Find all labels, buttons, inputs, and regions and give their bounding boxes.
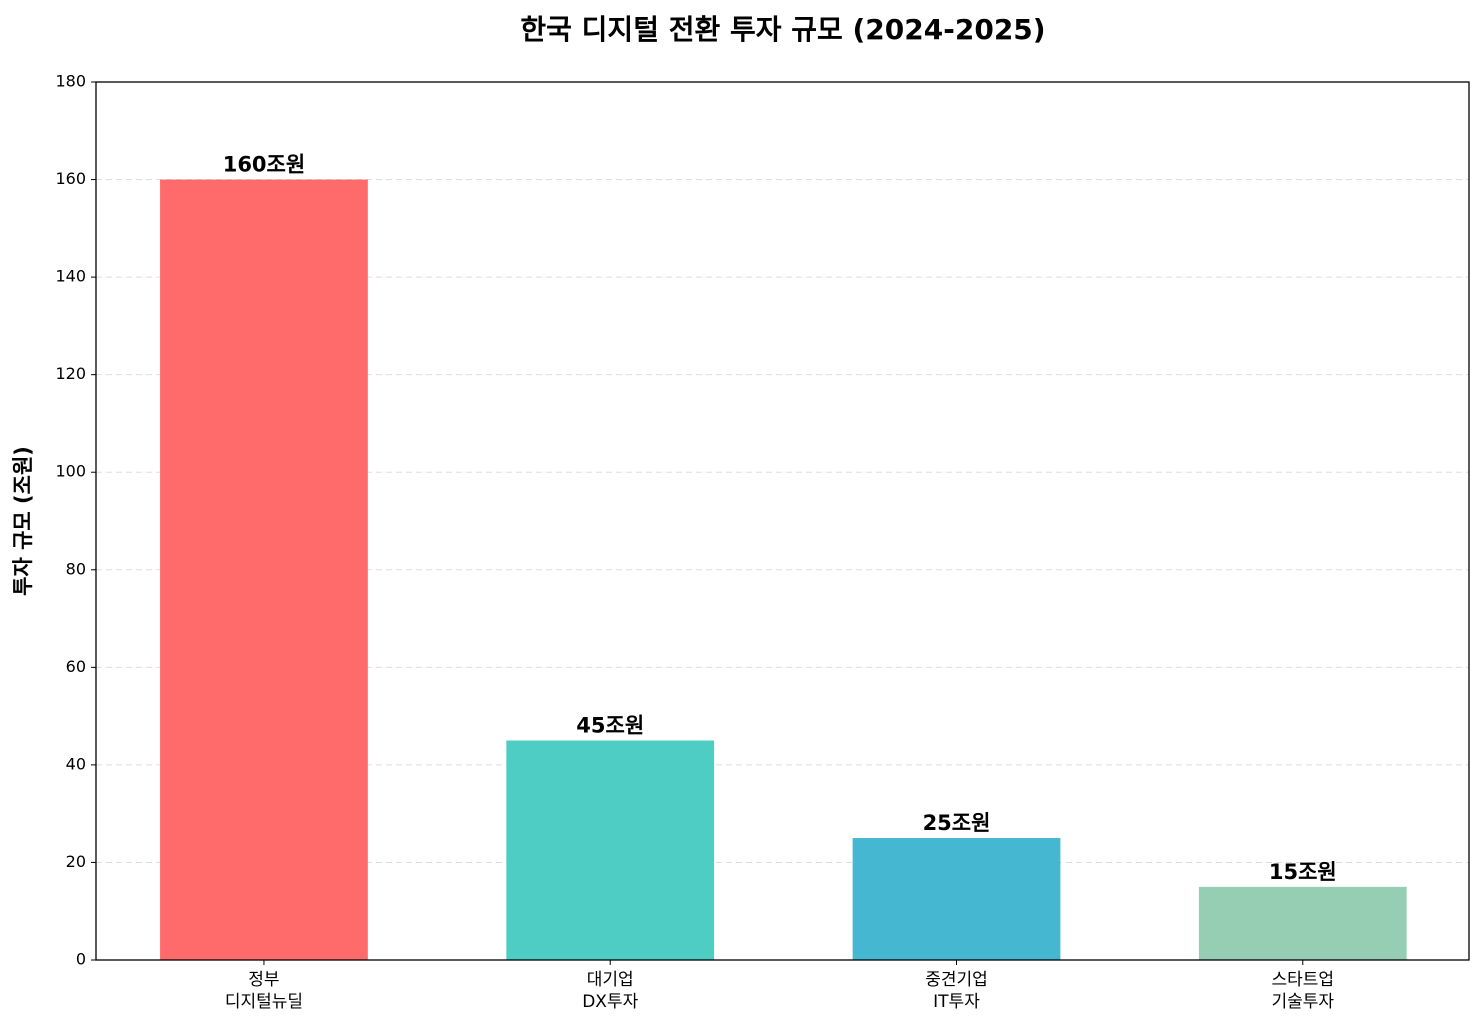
bar: [852, 838, 1061, 960]
chart-title: 한국 디지털 전환 투자 규모 (2024-2025): [520, 13, 1045, 46]
value-label: 45조원: [576, 714, 644, 738]
value-label: 160조원: [223, 153, 305, 177]
y-tick-label: 0: [76, 950, 86, 969]
bar: [160, 179, 368, 961]
plot-frame: [95, 81, 1470, 961]
y-tick-label: 100: [55, 462, 86, 481]
x-tick-label: 중견기업 IT투자: [925, 970, 988, 1012]
y-tick-label: 180: [55, 72, 86, 91]
y-tick-label: 20: [66, 852, 86, 871]
y-axis-label: 투자 규모 (조원): [11, 446, 35, 596]
value-label: 25조원: [923, 811, 991, 835]
y-tick-label: 80: [66, 559, 86, 578]
y-tick-label: 40: [66, 754, 86, 773]
x-tick-label: 대기업 DX투자: [582, 970, 639, 1012]
y-tick-label: 140: [55, 267, 86, 286]
x-tick-label: 정부 디지털뉴딜: [224, 970, 304, 1012]
bar: [506, 740, 715, 960]
y-tick-label: 60: [66, 657, 86, 676]
y-tick-label: 160: [55, 169, 86, 188]
bar: [1198, 886, 1407, 960]
value-label: 15조원: [1269, 860, 1337, 884]
y-tick-label: 120: [55, 364, 86, 383]
x-tick-label: 스타트업 기술투자: [1271, 970, 1335, 1012]
